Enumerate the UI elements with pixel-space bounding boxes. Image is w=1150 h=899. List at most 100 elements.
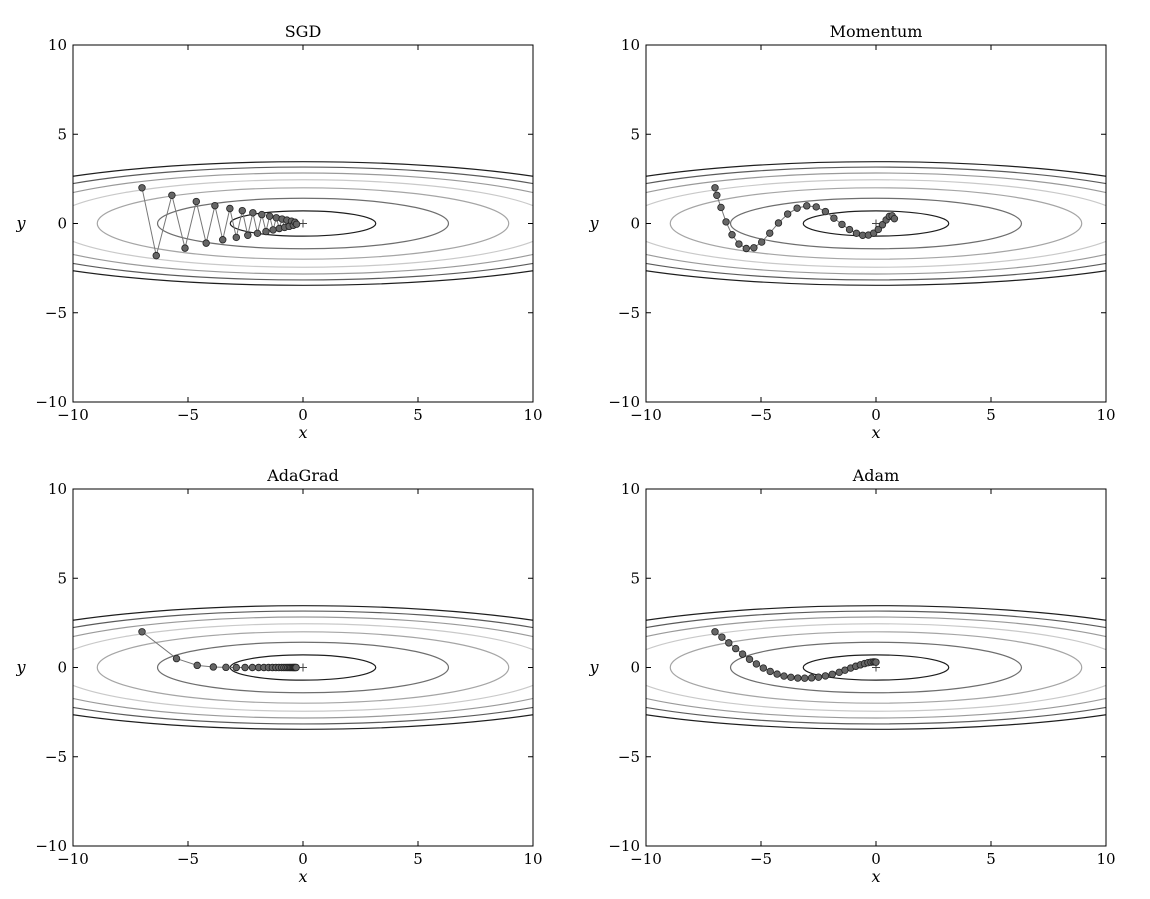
- chart-3-series-0-point-14: [807, 674, 816, 682]
- chart-1-ytick-label-3: 5: [630, 125, 640, 143]
- chart-2-series-0-point-24: [292, 663, 300, 672]
- chart-3-series-0-point-13: [801, 674, 809, 682]
- chart-3-series-0-point-12: [794, 674, 802, 682]
- chart-3-series-0-point-15: [814, 673, 823, 681]
- chart-0-contour-4: [73, 172, 533, 275]
- chart-1-series-0-point-8: [757, 238, 766, 246]
- chart-3-ylabel: y: [588, 658, 599, 677]
- chart-3-series-0-point-0: [711, 628, 719, 636]
- chart-3-ytick-label-2: 0: [630, 659, 640, 677]
- chart-2-series-0-point-1: [172, 654, 181, 663]
- chart-1-series-0-point-14: [812, 203, 820, 211]
- chart-1-series-0-point-13: [803, 202, 811, 210]
- chart-3-ytick-label-4: 10: [621, 480, 640, 498]
- chart-0-series-0-point-14: [258, 210, 266, 219]
- chart-1-ytick-label-0: −10: [608, 393, 640, 411]
- chart-1-contour-6: [646, 161, 1106, 286]
- chart-3-series-0-point-16: [821, 672, 830, 680]
- chart-1-series-0-point-4: [728, 231, 736, 239]
- chart-1-series-0-point-16: [830, 214, 838, 222]
- chart-3-series-0-point-4: [738, 650, 747, 658]
- chart-3-contour-1: [729, 641, 1023, 694]
- chart-0-title: SGD: [285, 22, 322, 41]
- chart-0-series-0-point-2: [168, 191, 176, 199]
- chart-3-series-0-point-28: [872, 658, 880, 666]
- chart-0-ytick-label-4: 10: [48, 36, 67, 54]
- chart-0-series-0-point-6: [211, 201, 219, 210]
- chart-0-series-0-line: [141, 187, 297, 256]
- chart-3-ytick-label-0: −10: [608, 837, 640, 855]
- chart-1-contour-1: [729, 197, 1023, 250]
- chart-2-series-0-line: [141, 631, 297, 668]
- chart-1-title: Momentum: [830, 22, 923, 41]
- chart-0-series-0-point-3: [181, 244, 189, 252]
- chart-2-series-0-point-2: [193, 661, 201, 670]
- chart-1-contour-0: [802, 210, 950, 237]
- chart-1-contour-4: [646, 172, 1106, 275]
- chart-0-series-0-point-5: [202, 239, 210, 247]
- chart-2-contour-4: [73, 616, 533, 719]
- chart-2-contour-3: [73, 623, 533, 712]
- chart-0-ytick-label-1: −5: [45, 304, 67, 322]
- chart-2-series-0-point-0: [138, 628, 146, 636]
- chart-2-contours: [73, 605, 533, 730]
- chart-1-series-0-point-5: [735, 240, 743, 248]
- chart-2-xtick-label-4: 10: [523, 850, 542, 868]
- chart-0-panel: −10 −5 0 5 10 −10 −5 0 5 10 SGD x y: [15, 22, 542, 442]
- chart-1-series-0-point-11: [783, 210, 792, 218]
- chart-2-xlabel: x: [298, 867, 307, 886]
- chart-1-xlabel: x: [871, 423, 880, 442]
- chart-0-ytick-label-0: −10: [35, 393, 67, 411]
- chart-2-contour-1: [156, 641, 450, 694]
- chart-1-contour-3: [646, 179, 1106, 268]
- chart-0-xtick-label-0: −10: [57, 406, 89, 424]
- chart-1-ytick-label-1: −5: [618, 304, 640, 322]
- chart-0-series-0-point-1: [152, 251, 160, 260]
- chart-0-series-0-point-7: [219, 236, 227, 244]
- chart-3-xtick-label-0: −10: [630, 850, 662, 868]
- chart-1-xtick-label-1: −5: [750, 406, 772, 424]
- chart-2-contour-2: [96, 631, 510, 704]
- chart-3-contour-3: [646, 623, 1106, 712]
- chart-2-ytick-label-3: 5: [57, 569, 67, 587]
- chart-1-series-0-point-9: [766, 229, 774, 237]
- chart-3-contour-5: [646, 610, 1106, 725]
- chart-3-panel: −10 −5 0 5 10 −10 −5 0 5 10 Adam x y: [588, 466, 1115, 886]
- chart-3-series-0-point-9: [773, 670, 781, 678]
- chart-0-ytick-label-3: 5: [57, 125, 67, 143]
- chart-2-xtick-label-0: −10: [57, 850, 89, 868]
- chart-0-series-0-point-10: [238, 206, 246, 215]
- chart-1-ytick-label-4: 10: [621, 36, 640, 54]
- chart-1-series-0-point-24: [878, 221, 887, 229]
- chart-3-xtick-label-3: 5: [986, 850, 996, 868]
- chart-1-ytick-label-2: 0: [630, 215, 640, 233]
- chart-0-series-0-point-16: [265, 212, 274, 220]
- chart-0-series-0-point-12: [249, 209, 257, 217]
- chart-2-series-0-point-5: [232, 663, 240, 672]
- chart-3-series-0-point-8: [766, 667, 774, 676]
- chart-3-contour-2: [669, 631, 1083, 704]
- chart-1-ylabel: y: [588, 214, 599, 233]
- chart-2-ytick-label-2: 0: [57, 659, 67, 677]
- chart-2-xtick-label-3: 5: [413, 850, 423, 868]
- chart-0-xtick-label-2: 0: [298, 406, 308, 424]
- chart-2-series-0-point-4: [222, 663, 230, 672]
- chart-3-contours: [646, 605, 1106, 730]
- chart-1-series-0-point-28: [890, 214, 899, 223]
- chart-0-contours: [73, 161, 533, 286]
- chart-2-xtick-label-1: −5: [177, 850, 199, 868]
- chart-3-contour-4: [646, 616, 1106, 719]
- chart-0-series-0-point-4: [192, 197, 200, 206]
- chart-1-contours: [646, 161, 1106, 286]
- chart-1-xtick-label-3: 5: [986, 406, 996, 424]
- chart-1-contour-2: [669, 187, 1083, 260]
- chart-0-series-0-point-8: [226, 204, 234, 213]
- chart-3-series-0-point-1: [718, 633, 726, 641]
- chart-0-series-0-point-15: [262, 227, 270, 236]
- chart-1-series-0-point-10: [774, 219, 783, 227]
- chart-0-contour-2: [96, 187, 510, 260]
- chart-0-ylabel: y: [15, 214, 26, 233]
- chart-3-ytick-label-3: 5: [630, 569, 640, 587]
- chart-3-xtick-label-4: 10: [1096, 850, 1115, 868]
- chart-2-title: AdaGrad: [266, 466, 339, 485]
